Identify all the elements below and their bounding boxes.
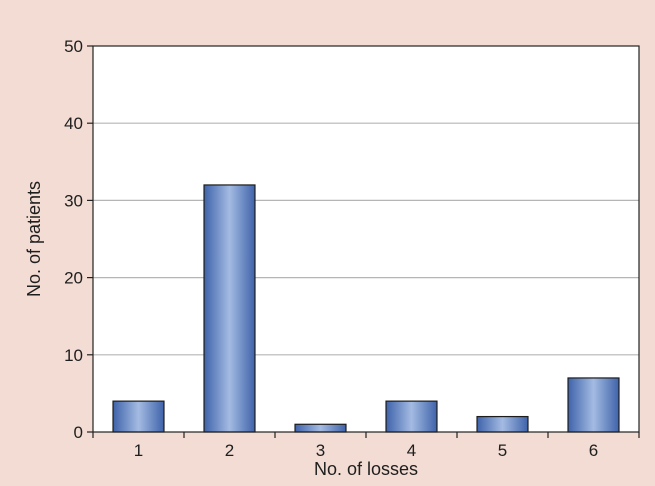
y-tick-label: 0 [74,423,83,442]
y-tick-label: 20 [64,269,83,288]
bar-2 [203,184,256,433]
x-tick-label: 6 [589,441,598,460]
x-tick-label: 4 [407,441,416,460]
grid-lines [93,122,639,356]
y-tick-label: 40 [64,114,83,133]
bar-6 [567,377,620,433]
bars [112,184,620,433]
bar-4 [385,400,438,433]
y-tick-label: 10 [64,346,83,365]
bar-1 [112,400,165,433]
x-tick-label: 2 [225,441,234,460]
x-tick-label: 3 [316,441,325,460]
y-tick-label: 50 [64,37,83,56]
x-tick-label: 1 [134,441,143,460]
bar-5 [476,415,529,433]
x-axis-label: No. of losses [314,459,418,479]
y-tick-label: 30 [64,191,83,210]
x-axis: 1 2 3 4 5 6 [92,432,640,460]
bar-3 [294,423,347,433]
y-axis: 0 10 20 30 40 50 [64,37,93,442]
y-axis-label: No. of patients [24,181,44,297]
plot-area [93,46,639,432]
x-tick-label: 5 [498,441,507,460]
